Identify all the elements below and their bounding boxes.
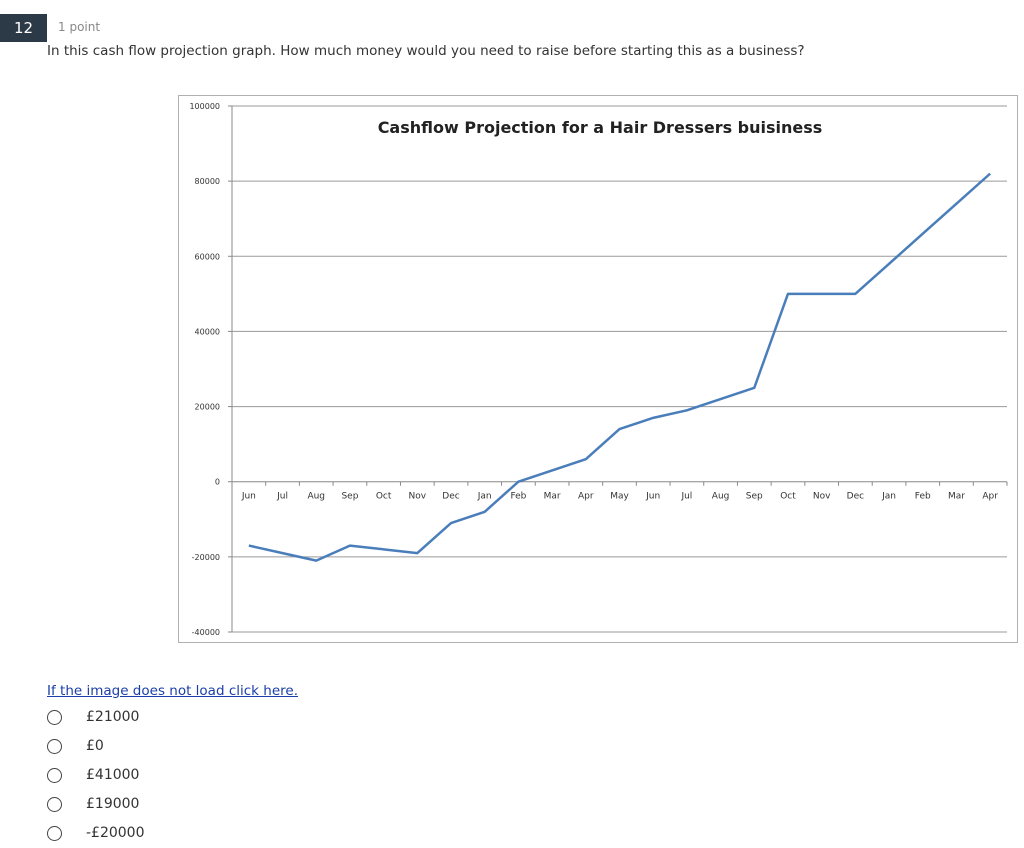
question-points: 1 point	[58, 20, 101, 34]
x-tick-label: Sep	[746, 492, 763, 502]
radio-button[interactable]	[47, 796, 62, 812]
x-tick-label: Sep	[341, 492, 358, 502]
x-tick-label: Aug	[712, 492, 730, 502]
x-tick-label: Mar	[544, 492, 561, 502]
series-line	[248, 172, 991, 562]
radio-button[interactable]	[47, 767, 62, 783]
x-tick-label: Jan	[477, 492, 492, 502]
radio-button[interactable]	[47, 825, 62, 841]
y-tick-label: 0	[215, 478, 220, 487]
option-label: £21000	[86, 709, 140, 725]
answer-option[interactable]: £21000	[47, 709, 139, 725]
y-tick-label: 60000	[195, 252, 220, 261]
x-tick-label: Jul	[680, 492, 692, 502]
question-number: 12	[0, 14, 47, 42]
x-tick-label: Apr	[578, 492, 594, 502]
x-tick-label: Mar	[948, 492, 965, 502]
x-tick-label: Feb	[915, 492, 931, 502]
option-label: -£20000	[86, 825, 145, 841]
x-tick-label: Dec	[442, 492, 459, 502]
x-tick-label: Oct	[376, 492, 392, 502]
x-tick-label: May	[610, 492, 629, 502]
x-tick-label: Aug	[307, 492, 325, 502]
x-tick-label: Dec	[847, 492, 864, 502]
image-fallback-link[interactable]: If the image does not load click here.	[47, 683, 298, 699]
radio-button[interactable]	[47, 738, 62, 754]
y-tick-label: 40000	[195, 327, 220, 336]
x-tick-label: Jun	[241, 492, 256, 502]
y-tick-label: -40000	[192, 628, 220, 637]
answer-option[interactable]: -£20000	[47, 825, 145, 841]
y-tick-label: 20000	[195, 403, 220, 412]
answer-option[interactable]: £19000	[47, 796, 139, 812]
question-text: In this cash flow projection graph. How …	[47, 43, 805, 59]
option-label: £0	[86, 738, 104, 754]
y-tick-label: 80000	[195, 177, 220, 186]
y-tick-label: -20000	[192, 553, 220, 562]
x-tick-label: Nov	[813, 492, 831, 502]
x-tick-label: Nov	[409, 492, 427, 502]
radio-button[interactable]	[47, 709, 62, 725]
x-tick-label: Jun	[645, 492, 660, 502]
option-label: £19000	[86, 796, 140, 812]
x-tick-label: Apr	[982, 492, 998, 502]
chart-title: Cashflow Projection for a Hair Dressers …	[378, 118, 823, 137]
cashflow-chart	[178, 95, 1018, 643]
y-tick-label: 100000	[189, 102, 220, 111]
answer-option[interactable]: £0	[47, 738, 104, 754]
x-tick-label: Jan	[881, 492, 896, 502]
option-label: £41000	[86, 767, 140, 783]
x-tick-label: Oct	[780, 492, 796, 502]
answer-option[interactable]: £41000	[47, 767, 139, 783]
x-tick-label: Feb	[510, 492, 526, 502]
x-tick-label: Jul	[276, 492, 288, 502]
